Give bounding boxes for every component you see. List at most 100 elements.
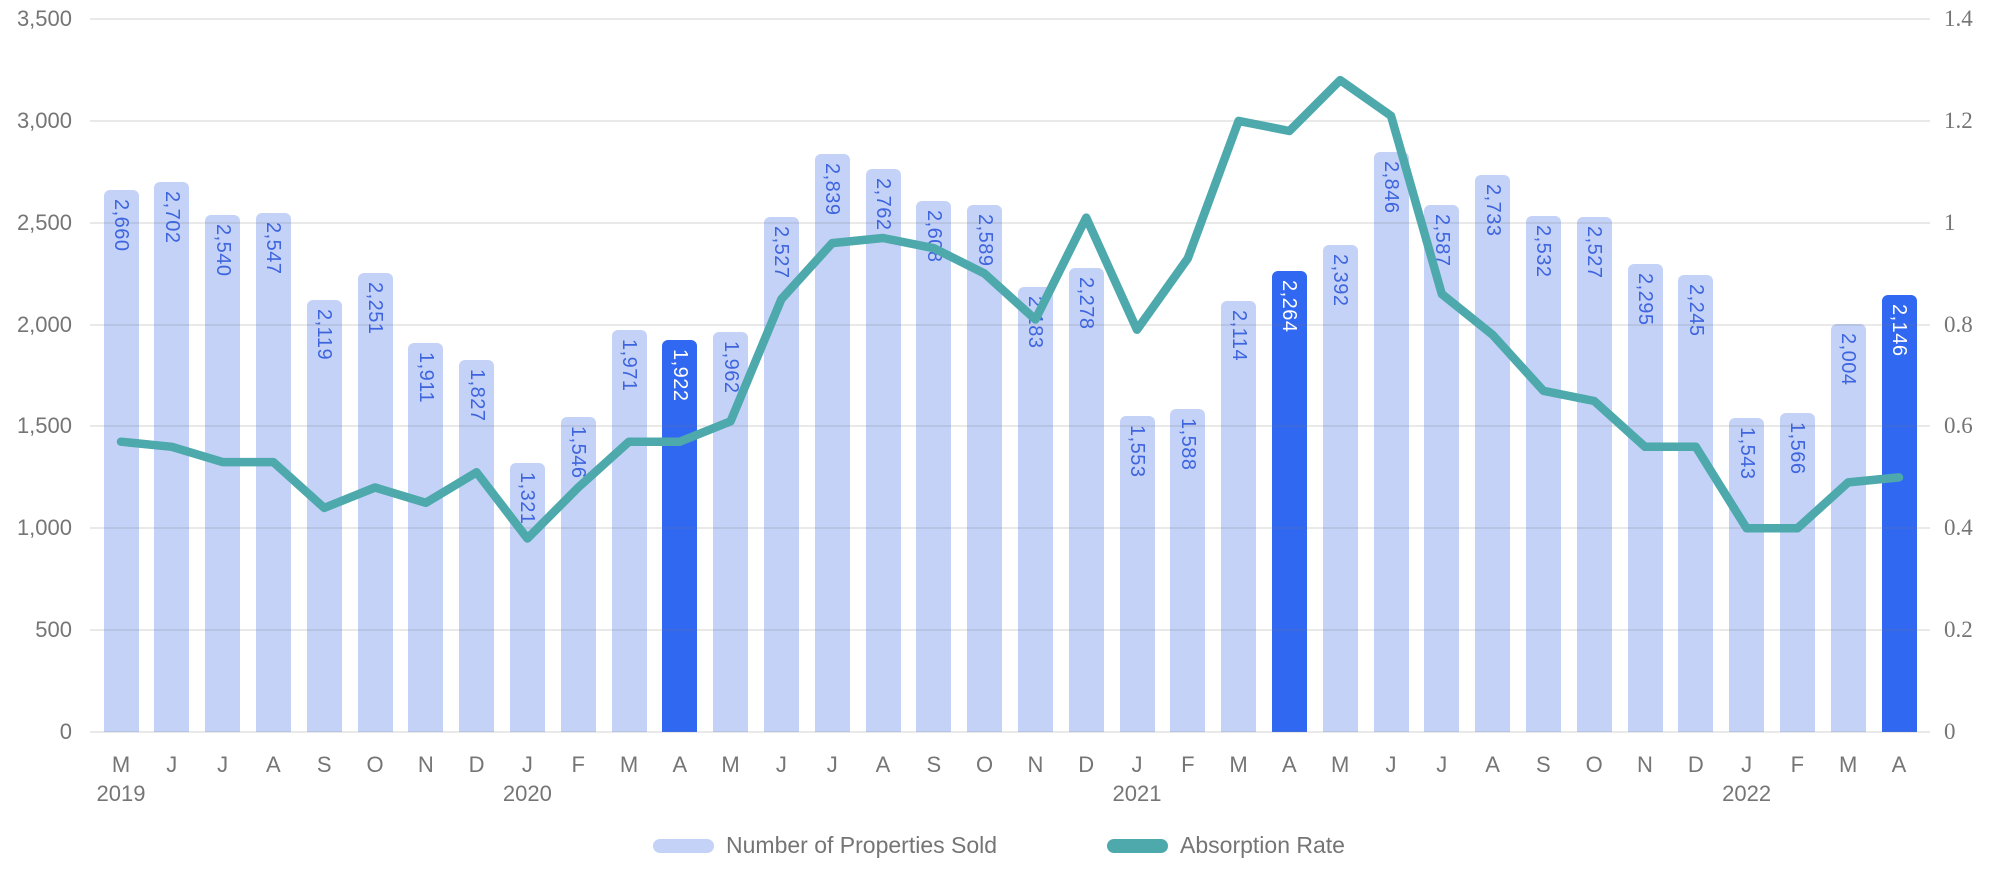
gridline	[90, 119, 1930, 122]
bar-value-label: 2,245	[1684, 283, 1707, 337]
bar[interactable]	[1119, 415, 1155, 732]
x-axis-month-label: N	[1027, 752, 1044, 777]
bar-value-label: 2,251	[364, 282, 386, 335]
x-axis-month-label: J	[826, 752, 838, 777]
x-axis-month-label: N	[417, 752, 434, 777]
bar[interactable]	[1729, 417, 1765, 732]
legend-item-absorption-rate[interactable]: Absorption Rate	[1107, 832, 1345, 859]
x-axis-month-label: M	[1331, 752, 1350, 777]
bar-value-label: 1,971	[618, 339, 640, 393]
bar[interactable]	[1627, 264, 1663, 732]
legend-label-absorption-rate: Absorption Rate	[1180, 832, 1345, 858]
bar[interactable]	[1830, 323, 1866, 732]
bar[interactable]	[1881, 294, 1917, 732]
bar[interactable]	[357, 273, 393, 732]
bar-value-label: 2,702	[160, 190, 183, 244]
y-axis-right-tick: 0.2	[1944, 617, 1973, 643]
bar[interactable]	[205, 214, 241, 732]
y-axis-right-tick: 0.8	[1944, 311, 1973, 337]
bar-value-label: 1,588	[1176, 417, 1199, 471]
x-axis-month-label: J	[1131, 752, 1143, 777]
bar[interactable]	[1322, 244, 1358, 732]
bar[interactable]	[459, 359, 495, 732]
y-axis-right-tick: 1.2	[1944, 107, 1973, 133]
bar-value-label: 1,546	[567, 426, 590, 479]
bar[interactable]	[1576, 217, 1612, 732]
bar-value-label: 2,392	[1329, 253, 1352, 307]
x-axis-month-label: D	[1078, 752, 1095, 777]
y-axis-left-tick: 1,500	[16, 413, 72, 439]
y-axis-left-tick: 500	[35, 617, 72, 643]
bar-value-label: 1,321	[516, 471, 539, 525]
bar[interactable]	[1779, 412, 1815, 732]
bar[interactable]	[1475, 175, 1511, 732]
legend-swatch-line-series	[1107, 838, 1169, 853]
legend-item-properties-sold[interactable]: Number of Properties Sold	[653, 832, 997, 859]
bar[interactable]	[1068, 267, 1104, 732]
bar[interactable]	[103, 190, 139, 732]
x-axis-month-label: A	[875, 752, 891, 777]
bar[interactable]	[560, 417, 596, 732]
chart-legend: Number of Properties Sold Absorption Rat…	[0, 832, 1998, 859]
x-axis-year-label: 2020	[502, 781, 552, 806]
bar-value-label: 2,004	[1837, 332, 1860, 386]
y-axis-right-tick: 1	[1944, 209, 1956, 235]
y-axis-left-tick: 0	[59, 719, 72, 744]
absorption-rate-line[interactable]	[116, 75, 1904, 543]
x-axis-month-label: O	[1585, 752, 1603, 777]
x-axis-month-label: J	[775, 752, 787, 777]
bar-value-label: 2,540	[211, 223, 234, 277]
bar[interactable]	[1271, 270, 1307, 732]
legend-swatch-bar-series	[653, 838, 715, 853]
x-axis-year-label: 2021	[1112, 781, 1162, 806]
bar[interactable]	[1170, 408, 1206, 732]
x-axis-month-label: J	[217, 752, 229, 777]
y-axis-left-tick: 2,000	[16, 311, 72, 337]
y-axis-right-tick: 0.6	[1944, 413, 1973, 439]
bar[interactable]	[154, 181, 190, 732]
bar[interactable]	[306, 300, 342, 732]
x-axis-month-label: D	[468, 752, 485, 777]
bar-value-label: 2,660	[110, 199, 132, 252]
bar-value-label: 2,146	[1888, 303, 1910, 357]
x-axis-month-label: J	[1385, 752, 1397, 777]
bar[interactable]	[1017, 287, 1053, 732]
gridline	[90, 425, 1930, 428]
x-axis-month-label: M	[1229, 752, 1248, 777]
x-axis-month-label: J	[1741, 752, 1753, 777]
x-axis-month-label: A	[672, 752, 688, 777]
bar[interactable]	[1678, 274, 1714, 732]
gridline	[90, 629, 1930, 632]
bar-value-label: 2,527	[1583, 226, 1606, 279]
bar-value-label: 2,547	[262, 222, 285, 275]
gridline	[90, 731, 1930, 733]
bar[interactable]	[916, 200, 952, 732]
legend-label-properties-sold: Number of Properties Sold	[726, 832, 998, 858]
bar[interactable]	[1373, 152, 1409, 732]
bar[interactable]	[1525, 216, 1561, 732]
bar[interactable]	[1221, 301, 1257, 732]
x-axis-month-label: A	[1282, 752, 1297, 777]
bar[interactable]	[865, 169, 901, 732]
bar[interactable]	[611, 330, 647, 732]
bar-value-label: 2,846	[1380, 161, 1402, 214]
x-axis-month-label: M	[1839, 752, 1858, 777]
bar-value-label: 2,119	[313, 309, 336, 361]
x-axis-month-label: S	[926, 752, 942, 777]
bar-value-label: 2,589	[973, 213, 996, 267]
x-axis-month-label: S	[316, 752, 332, 777]
bar[interactable]	[408, 342, 444, 732]
bar[interactable]	[967, 204, 1003, 732]
bar[interactable]	[509, 462, 545, 732]
x-axis-month-label: A	[1891, 752, 1907, 777]
x-axis-month-label: J	[166, 752, 178, 777]
x-axis-month-label: M	[721, 752, 740, 777]
bar-value-label: 1,922	[668, 349, 691, 403]
x-axis-month-label: D	[1687, 752, 1704, 777]
bar-value-label: 2,264	[1278, 279, 1301, 333]
x-axis-month-label: A	[266, 752, 281, 777]
x-axis-month-label: S	[1536, 752, 1551, 777]
bar-value-label: 1,827	[465, 368, 488, 422]
bar[interactable]	[662, 340, 698, 732]
